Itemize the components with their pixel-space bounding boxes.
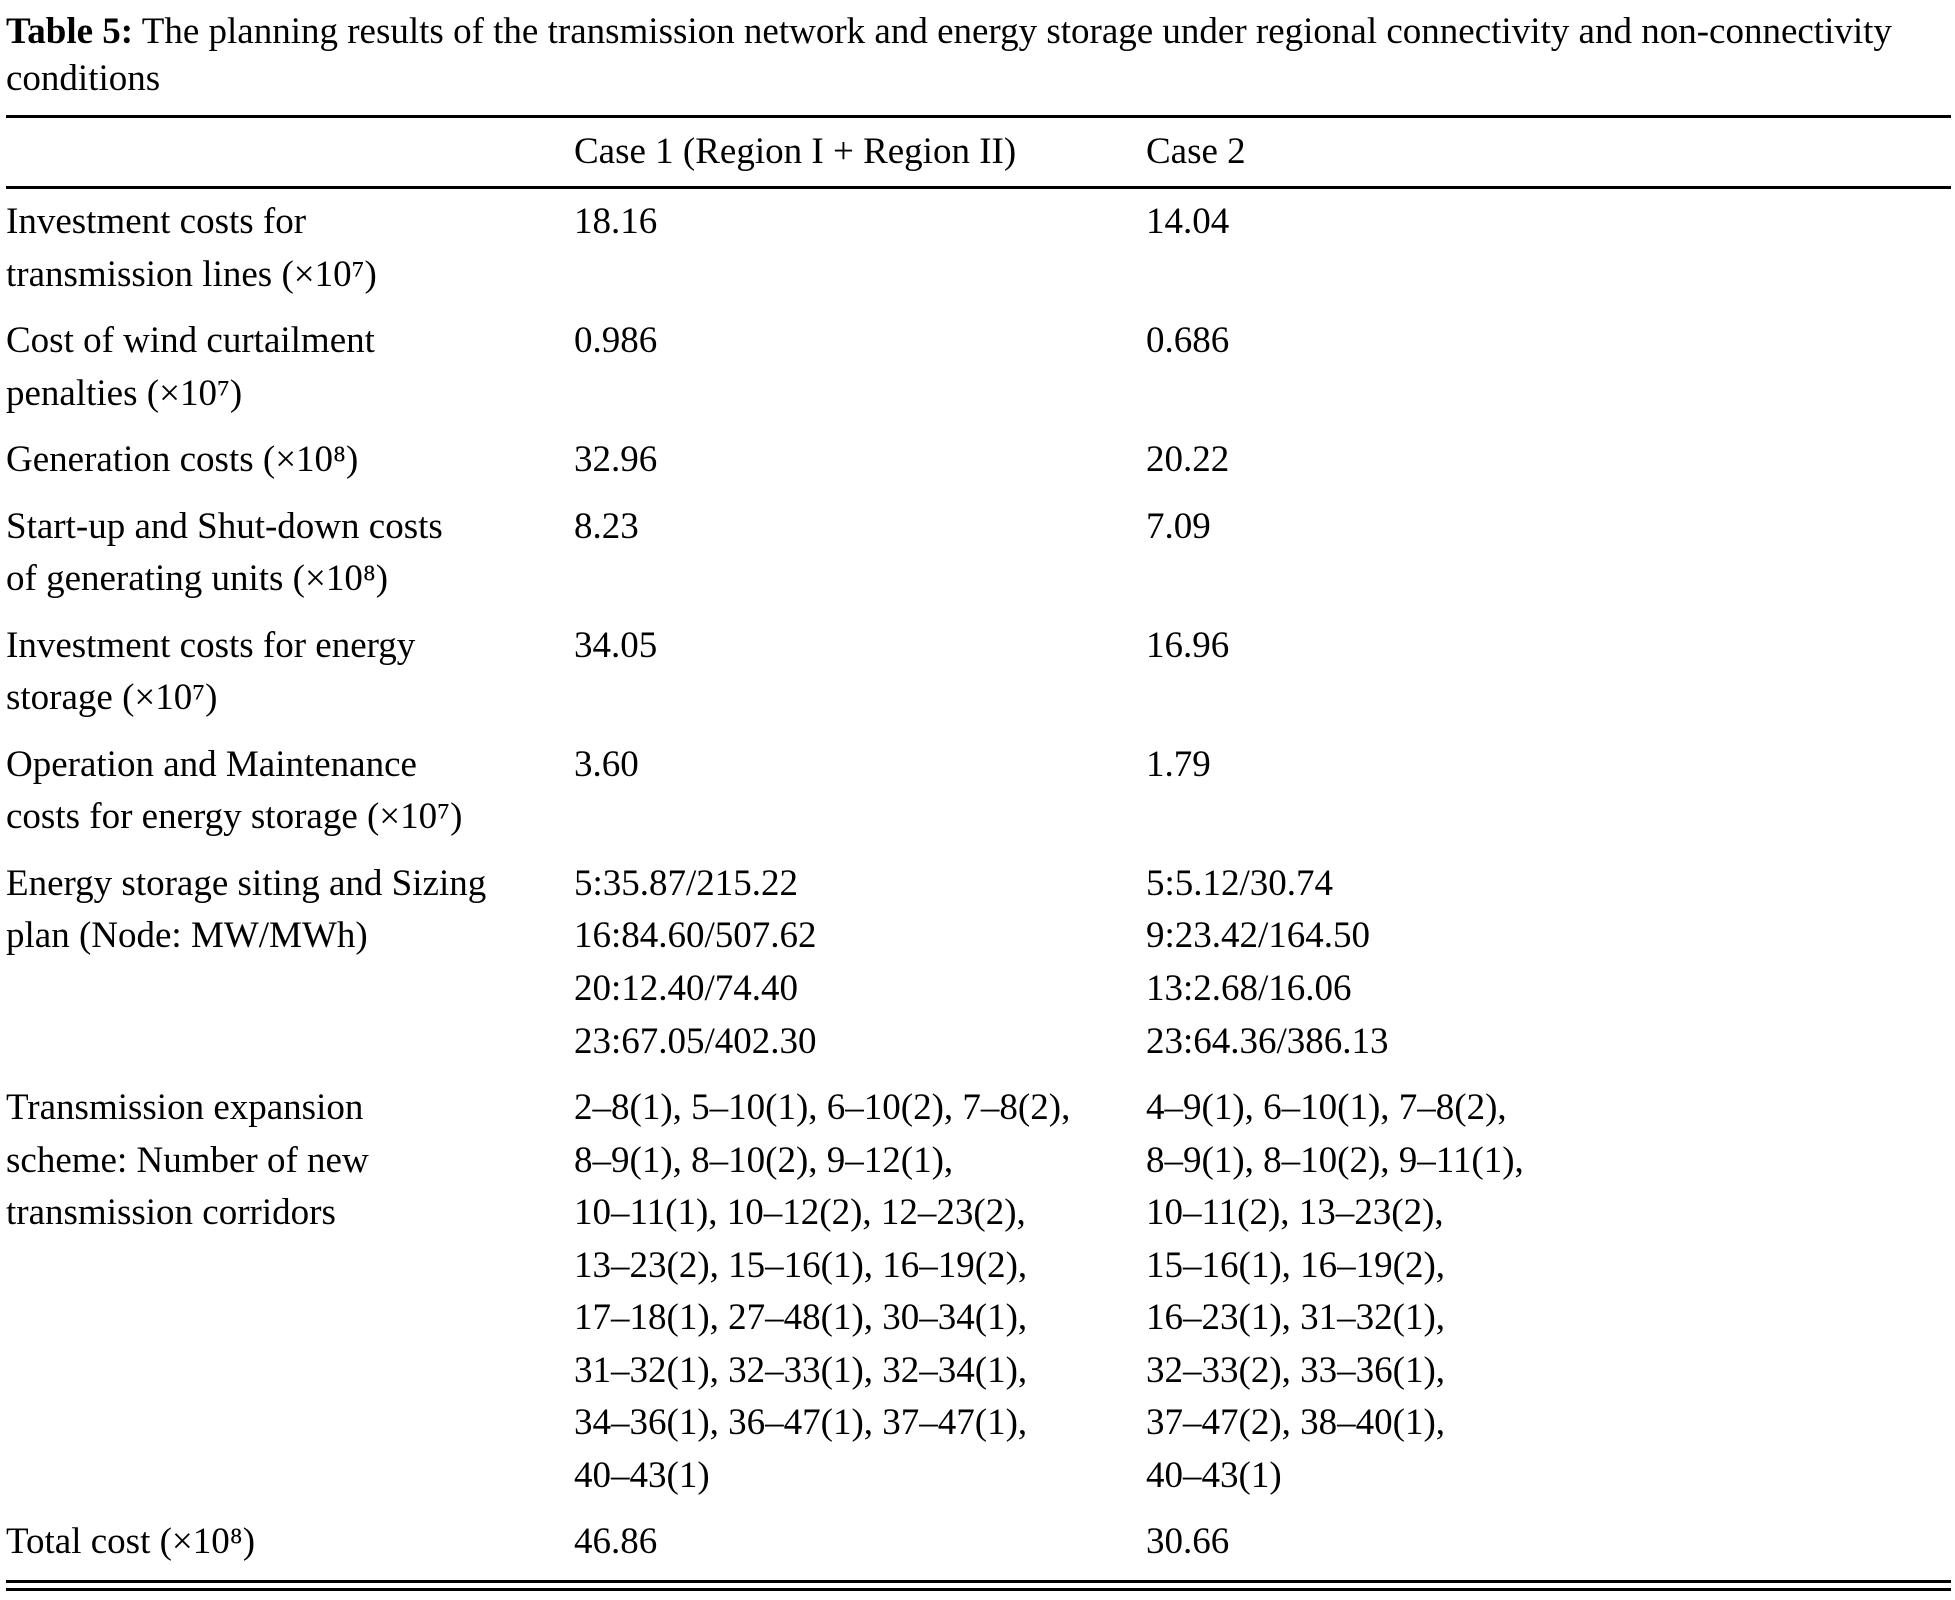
header-case1: Case 1 (Region I + Region II) xyxy=(574,130,1017,172)
case1-value: 0.986 xyxy=(574,320,658,362)
table-caption: Table 5: The planning results of the tra… xyxy=(6,8,1951,103)
table-header-row: Case 1 (Region I + Region II) Case 2 xyxy=(6,118,1951,186)
caption-label: Table 5: xyxy=(6,11,134,52)
row-label: Investment costs for energy storage (×10… xyxy=(6,624,416,719)
case1-value: 8.23 xyxy=(574,505,639,547)
case2-value: 0.686 xyxy=(1146,320,1230,362)
table-row: Energy storage siting and Sizing plan (N… xyxy=(6,851,1951,1075)
caption-text: The planning results of the transmission… xyxy=(6,11,1892,100)
table-row: Investment costs for transmission lines … xyxy=(6,189,1951,308)
row-label: Energy storage siting and Sizing plan (N… xyxy=(6,862,487,957)
table-row: Start-up and Shut-down costs of generati… xyxy=(6,494,1951,613)
table-row: Generation costs (×10⁸) 32.96 20.22 xyxy=(6,427,1951,494)
case1-value: 5:35.87/215.22 16:84.60/507.62 20:12.40/… xyxy=(574,862,817,1062)
row-label: Generation costs (×10⁸) xyxy=(6,439,359,481)
case2-value: 4–9(1), 6–10(1), 7–8(2), 8–9(1), 8–10(2)… xyxy=(1146,1087,1524,1496)
row-label: Total cost (×10⁸) xyxy=(6,1521,256,1563)
bottom-double-rule xyxy=(6,1579,1951,1591)
case2-value: 30.66 xyxy=(1146,1521,1230,1563)
case2-value: 14.04 xyxy=(1146,201,1230,243)
case1-value: 32.96 xyxy=(574,439,658,481)
table-row: Operation and Maintenance costs for ener… xyxy=(6,732,1951,851)
case1-value: 46.86 xyxy=(574,1521,658,1563)
table-row: Investment costs for energy storage (×10… xyxy=(6,613,1951,732)
case1-value: 34.05 xyxy=(574,624,658,666)
header-rule xyxy=(6,186,1951,190)
header-case2: Case 2 xyxy=(1146,130,1246,172)
case2-value: 1.79 xyxy=(1146,743,1211,785)
row-label: Operation and Maintenance costs for ener… xyxy=(6,743,463,838)
top-rule xyxy=(6,114,1951,118)
table-row: Transmission expansion scheme: Number of… xyxy=(6,1075,1951,1509)
case2-value: 7.09 xyxy=(1146,505,1211,547)
row-label: Investment costs for transmission lines … xyxy=(6,201,377,295)
row-label: Transmission expansion scheme: Number of… xyxy=(6,1087,369,1234)
case2-value: 5:5.12/30.74 9:23.42/164.50 13:2.68/16.0… xyxy=(1146,862,1389,1062)
table-row: Cost of wind curtailment penalties (×10⁷… xyxy=(6,308,1951,427)
case2-value: 16.96 xyxy=(1146,624,1230,666)
row-label: Cost of wind curtailment penalties (×10⁷… xyxy=(6,320,375,414)
case1-value: 18.16 xyxy=(574,201,658,243)
case1-value: 3.60 xyxy=(574,743,639,785)
row-label: Start-up and Shut-down costs of generati… xyxy=(6,505,443,600)
case2-value: 20.22 xyxy=(1146,439,1230,481)
table-row: Total cost (×10⁸) 46.86 30.66 xyxy=(6,1509,1951,1576)
case1-value: 2–8(1), 5–10(1), 6–10(2), 7–8(2), 8–9(1)… xyxy=(574,1087,1071,1496)
